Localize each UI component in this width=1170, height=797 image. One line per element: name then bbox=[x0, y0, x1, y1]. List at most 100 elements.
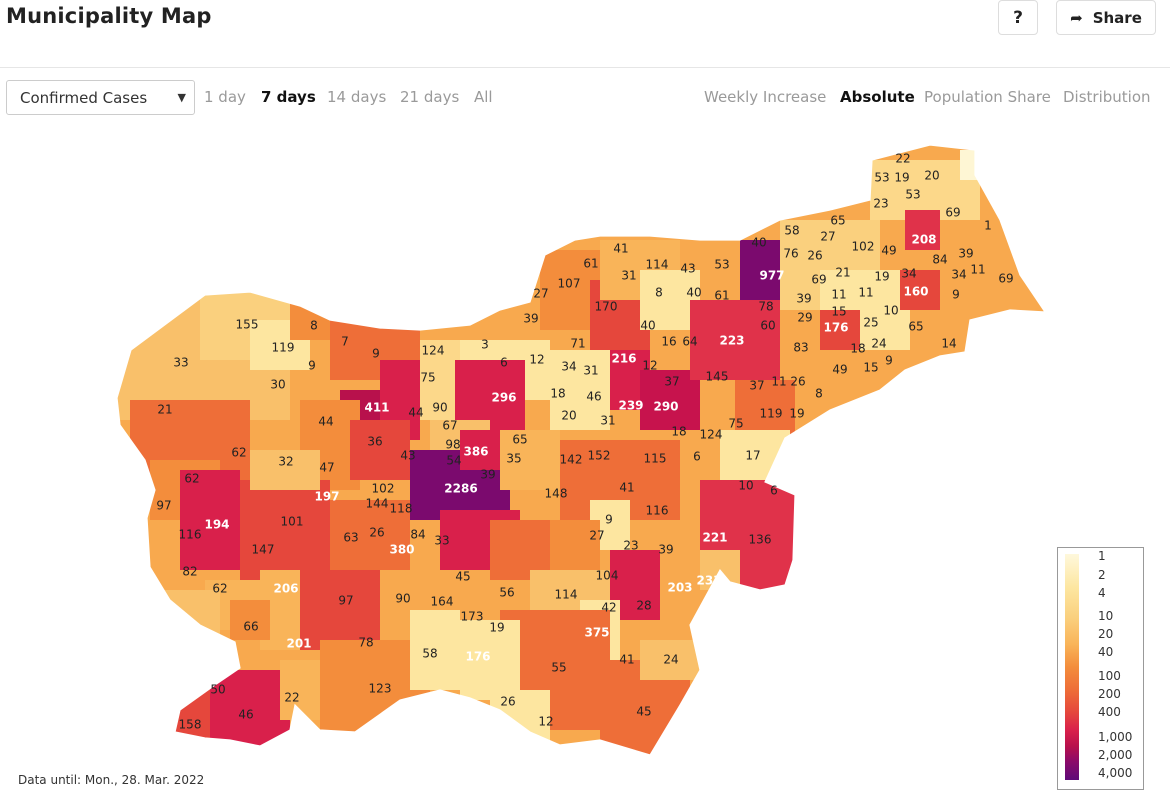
municipality-value-label: 170 bbox=[595, 300, 618, 314]
municipality-value-label: 176 bbox=[823, 321, 848, 335]
municipality-value-label: 114 bbox=[555, 588, 578, 602]
tab-population-share[interactable]: Population Share bbox=[924, 88, 1051, 106]
municipality-value-label: 84 bbox=[932, 253, 947, 267]
municipality-value-label: 206 bbox=[273, 582, 298, 596]
municipality-value-label: 90 bbox=[395, 592, 410, 606]
municipality-value-label: 136 bbox=[749, 533, 772, 547]
legend-tick: 10 bbox=[1098, 609, 1114, 623]
legend-tick: 2 bbox=[1098, 568, 1106, 582]
municipality-value-label: 116 bbox=[179, 528, 202, 542]
municipality-value-label: 152 bbox=[588, 449, 611, 463]
municipality-value-label: 58 bbox=[784, 224, 799, 238]
municipality-value-label: 20 bbox=[561, 409, 576, 423]
municipality-value-label: 36 bbox=[367, 435, 382, 449]
municipality-value-label: 90 bbox=[432, 401, 447, 415]
legend-tick: 1 bbox=[1098, 549, 1106, 563]
municipality-value-label: 10 bbox=[738, 479, 753, 493]
help-button[interactable]: ? bbox=[998, 0, 1038, 35]
municipality-value-label: 45 bbox=[636, 705, 651, 719]
municipality-value-label: 55 bbox=[551, 661, 566, 675]
municipality-value-label: 41 bbox=[613, 242, 628, 256]
municipality-value-label: 296 bbox=[491, 391, 516, 405]
tab-all[interactable]: All bbox=[474, 88, 493, 106]
municipality-value-label: 27 bbox=[589, 529, 604, 543]
municipality-value-label: 123 bbox=[369, 682, 392, 696]
legend-tick: 1,000 bbox=[1098, 730, 1133, 744]
municipality-value-label: 40 bbox=[751, 236, 766, 250]
tab-1-day[interactable]: 1 day bbox=[204, 88, 246, 106]
tab-7-days[interactable]: 7 days bbox=[261, 88, 316, 111]
municipality-value-label: 201 bbox=[286, 637, 311, 651]
municipality-value-label: 27 bbox=[533, 287, 548, 301]
municipality-value-label: 239 bbox=[618, 399, 643, 413]
municipality-value-label: 41 bbox=[619, 481, 634, 495]
municipality-value-label: 31 bbox=[600, 414, 615, 428]
municipality-value-label: 18 bbox=[850, 342, 865, 356]
municipality-value-label: 67 bbox=[442, 419, 457, 433]
municipality-value-label: 14 bbox=[941, 337, 956, 351]
municipality-value-label: 22 bbox=[284, 691, 299, 705]
municipality-value-label: 28 bbox=[636, 599, 651, 613]
municipality-value-label: 34 bbox=[951, 268, 966, 282]
municipality-value-label: 7 bbox=[341, 335, 349, 349]
municipality-value-label: 98 bbox=[445, 438, 460, 452]
municipality-value-label: 160 bbox=[903, 285, 928, 299]
municipality-value-label: 43 bbox=[680, 262, 695, 276]
municipality-value-label: 12 bbox=[642, 359, 657, 373]
municipality-value-label: 46 bbox=[238, 708, 253, 722]
municipality-value-label: 31 bbox=[583, 364, 598, 378]
municipality-value-label: 8 bbox=[655, 286, 663, 300]
municipality-value-label: 26 bbox=[369, 526, 384, 540]
municipality-value-label: 97 bbox=[156, 499, 171, 513]
municipality-value-label: 23 bbox=[873, 197, 888, 211]
municipality-value-label: 101 bbox=[281, 515, 304, 529]
municipality-value-label: 30 bbox=[270, 378, 285, 392]
tab-distribution[interactable]: Distribution bbox=[1063, 88, 1151, 106]
municipality-value-label: 102 bbox=[372, 482, 395, 496]
municipality-value-label: 6 bbox=[693, 450, 701, 464]
municipality-value-label: 61 bbox=[583, 257, 598, 271]
municipality-value-label: 63 bbox=[343, 531, 358, 545]
tab-21-days[interactable]: 21 days bbox=[400, 88, 460, 106]
tab-absolute[interactable]: Absolute bbox=[840, 88, 915, 111]
municipality-value-label: 11 bbox=[771, 375, 786, 389]
legend-tick: 100 bbox=[1098, 669, 1121, 683]
municipality-value-label: 53 bbox=[714, 258, 729, 272]
municipality-value-label: 16 bbox=[661, 335, 676, 349]
tab-weekly-increase[interactable]: Weekly Increase bbox=[704, 88, 827, 106]
municipality-value-label: 64 bbox=[682, 335, 697, 349]
municipality-value-label: 45 bbox=[455, 570, 470, 584]
municipality-value-label: 24 bbox=[871, 337, 886, 351]
municipality-value-label: 20 bbox=[924, 169, 939, 183]
metric-select[interactable]: Confirmed Cases ▼ bbox=[6, 80, 195, 115]
page-header: Municipality Map ? ➦ Share bbox=[0, 0, 1170, 68]
municipality-value-label: 82 bbox=[182, 565, 197, 579]
legend-tick: 4 bbox=[1098, 586, 1106, 600]
municipality-value-label: 119 bbox=[760, 407, 783, 421]
municipality-value-label: 11 bbox=[858, 286, 873, 300]
municipality-value-label: 233 bbox=[696, 574, 721, 588]
municipality-value-label: 216 bbox=[611, 352, 636, 366]
municipality-value-label: 290 bbox=[653, 400, 678, 414]
municipality-value-label: 144 bbox=[366, 497, 389, 511]
municipality-value-label: 40 bbox=[640, 319, 655, 333]
tab-14-days[interactable]: 14 days bbox=[327, 88, 387, 106]
municipality-value-label: 24 bbox=[663, 653, 678, 667]
municipality-value-label: 62 bbox=[212, 582, 227, 596]
municipality-value-label: 83 bbox=[793, 341, 808, 355]
municipality-value-label: 33 bbox=[173, 356, 188, 370]
municipality-value-label: 19 bbox=[489, 621, 504, 635]
municipality-value-label: 39 bbox=[796, 292, 811, 306]
legend-color-scale bbox=[1065, 554, 1079, 780]
municipality-value-label: 39 bbox=[958, 247, 973, 261]
municipality-value-label: 49 bbox=[881, 244, 896, 258]
municipality-value-label: 9 bbox=[605, 513, 613, 527]
share-button[interactable]: ➦ Share bbox=[1056, 0, 1156, 35]
municipality-value-label: 65 bbox=[908, 320, 923, 334]
municipality-value-label: 27 bbox=[820, 230, 835, 244]
municipality-value-label: 164 bbox=[431, 595, 454, 609]
municipality-value-label: 32 bbox=[278, 455, 293, 469]
municipality-value-label: 18 bbox=[550, 387, 565, 401]
